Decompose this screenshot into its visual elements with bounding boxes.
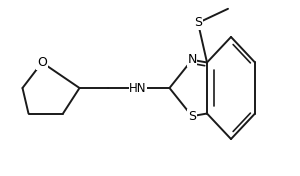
Text: S: S bbox=[188, 110, 196, 123]
Text: O: O bbox=[37, 56, 47, 69]
Text: S: S bbox=[194, 16, 202, 29]
Text: N: N bbox=[187, 53, 197, 66]
Text: HN: HN bbox=[129, 81, 147, 95]
